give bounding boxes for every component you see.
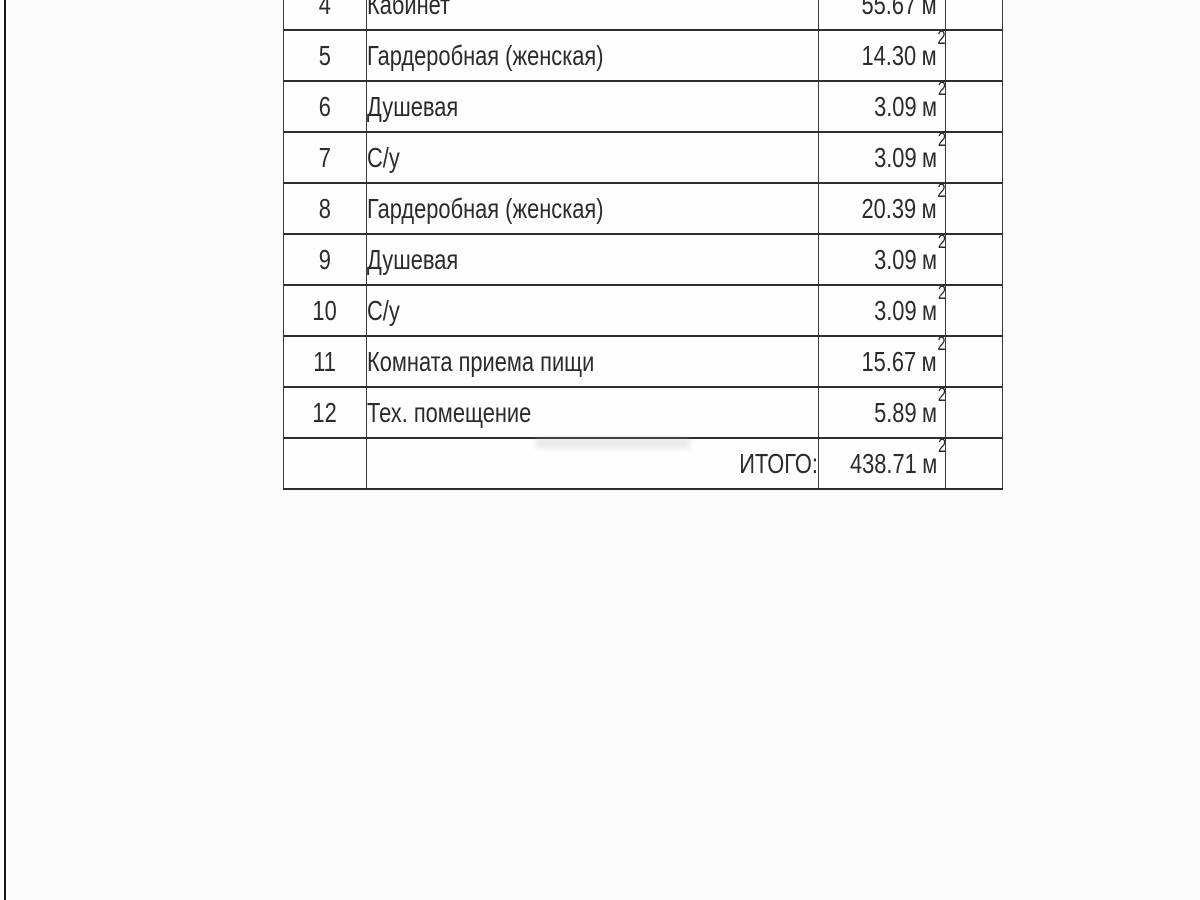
empty-cell xyxy=(945,0,1003,31)
empty-cell xyxy=(945,284,1003,337)
room-name: С/у xyxy=(367,141,400,173)
room-area-cell: 5.89 м2 xyxy=(818,385,946,439)
room-name-cell: Душевая xyxy=(366,80,819,133)
room-area-cell: 3.09 м2 xyxy=(818,283,946,337)
empty-cell xyxy=(945,386,1003,439)
row-number: 7 xyxy=(318,141,332,173)
row-number: 4 xyxy=(318,0,332,20)
row-number-cell: 12 xyxy=(283,386,367,439)
row-number: 10 xyxy=(312,294,338,326)
room-name: Душевая xyxy=(367,90,459,122)
row-number: 8 xyxy=(318,192,332,224)
empty-cell xyxy=(945,233,1003,286)
table-row: 11 Комната приема пищи 15.67 м2 xyxy=(283,334,1003,388)
room-area-cell: 3.09 м2 xyxy=(818,130,946,184)
room-area: 14.30 м2 xyxy=(861,28,946,71)
room-area: 5.89 м2 xyxy=(873,385,946,428)
room-area-cell: 14.30 м2 xyxy=(818,28,946,82)
room-area: 3.09 м2 xyxy=(873,232,946,275)
row-number: 9 xyxy=(318,243,332,275)
row-number: 5 xyxy=(318,39,332,71)
room-name-cell: Гардеробная (женская) xyxy=(366,29,819,82)
total-row: ИТОГО: 438.71 м2 xyxy=(283,436,1003,490)
scan-edge-line xyxy=(4,0,6,900)
room-area-cell: 15.67 м2 xyxy=(818,334,946,388)
room-name: Гардеробная (женская) xyxy=(367,39,604,71)
room-name: Кабинет xyxy=(367,0,451,20)
room-name: Комната приема пищи xyxy=(367,345,595,377)
total-label-cell: ИТОГО: xyxy=(366,437,819,490)
table-row: 5 Гардеробная (женская) 14.30 м2 xyxy=(283,28,1003,82)
total-label: ИТОГО: xyxy=(739,447,818,479)
total-area-cell: 438.71 м2 xyxy=(818,436,946,490)
row-number: 11 xyxy=(313,345,337,377)
row-number-cell: 9 xyxy=(283,233,367,286)
empty-cell xyxy=(283,437,367,490)
room-name-cell: Тех. помещение xyxy=(366,386,819,439)
room-name: Душевая xyxy=(367,243,459,275)
row-number-cell: 4 xyxy=(283,0,367,31)
total-area: 438.71 м2 xyxy=(849,436,946,479)
table-row: 9 Душевая 3.09 м2 xyxy=(283,232,1003,286)
room-area: 3.09 м2 xyxy=(873,79,946,122)
room-name-cell: С/у xyxy=(366,131,819,184)
table-row: 12 Тех. помещение 5.89 м2 xyxy=(283,385,1003,439)
room-name-cell: Комната приема пищи xyxy=(366,335,819,388)
room-area: 3.09 м2 xyxy=(873,283,946,326)
row-number: 12 xyxy=(312,396,338,428)
room-name-cell: Гардеробная (женская) xyxy=(366,182,819,235)
row-number-cell: 8 xyxy=(283,182,367,235)
row-number: 6 xyxy=(318,90,332,122)
room-name-cell: Душевая xyxy=(366,233,819,286)
room-area-cell: 20.39 м2 xyxy=(818,181,946,235)
empty-cell xyxy=(945,182,1003,235)
table-row: 8 Гардеробная (женская) 20.39 м2 xyxy=(283,181,1003,235)
room-area-cell: 3.09 м2 xyxy=(818,79,946,133)
empty-cell xyxy=(945,437,1003,490)
table-row: 7 С/у 3.09 м2 xyxy=(283,130,1003,184)
table-row: 6 Душевая 3.09 м2 xyxy=(283,79,1003,133)
watermark-smudge xyxy=(535,437,690,449)
room-name: Тех. помещение xyxy=(367,396,532,428)
room-name: С/у xyxy=(367,294,400,326)
empty-cell xyxy=(945,131,1003,184)
row-number-cell: 5 xyxy=(283,29,367,82)
empty-cell xyxy=(945,80,1003,133)
empty-cell xyxy=(945,29,1003,82)
room-area-cell: 3.09 м2 xyxy=(818,232,946,286)
table-row: 10 С/у 3.09 м2 xyxy=(283,283,1003,337)
empty-cell xyxy=(945,335,1003,388)
row-number-cell: 10 xyxy=(283,284,367,337)
room-area: 15.67 м2 xyxy=(861,334,946,377)
room-area: 3.09 м2 xyxy=(873,130,946,173)
row-number-cell: 6 xyxy=(283,80,367,133)
room-name: Гардеробная (женская) xyxy=(367,192,604,224)
row-number-cell: 7 xyxy=(283,131,367,184)
room-area: 20.39 м2 xyxy=(861,181,946,224)
room-name-cell: С/у xyxy=(366,284,819,337)
row-number-cell: 11 xyxy=(283,335,367,388)
room-name-cell: Кабинет xyxy=(366,0,819,31)
